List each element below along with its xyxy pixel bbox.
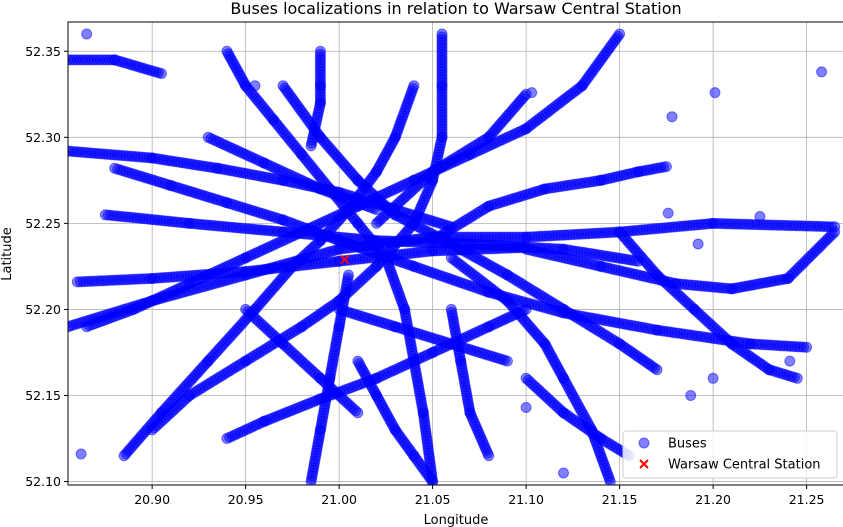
bus-point <box>501 355 513 367</box>
x-axis-ticks: 20.90 20.95 21.00 21.05 21.10 21.15 21.20 21.25 <box>134 485 825 507</box>
bus-point <box>816 66 828 78</box>
bus-point <box>314 45 326 57</box>
bus-point <box>791 372 803 384</box>
bus-point <box>81 28 93 40</box>
x-tick-label: 21.20 <box>695 492 731 507</box>
bus-point <box>651 364 663 376</box>
x-tick-label: 21.05 <box>415 492 451 507</box>
x-axis-title: Longitude <box>424 513 489 527</box>
bus-point <box>343 269 354 281</box>
y-tick-label: 52.35 <box>25 44 61 59</box>
bus-point <box>707 372 719 384</box>
bus-point <box>754 211 766 222</box>
bus-point <box>801 341 813 353</box>
bus-point <box>614 28 626 40</box>
x-tick-label: 21.25 <box>789 492 825 507</box>
station-point <box>340 254 350 265</box>
x-tick-label: 20.95 <box>228 492 264 507</box>
bus-point <box>685 390 697 401</box>
bus-point <box>75 448 87 460</box>
bus-point <box>436 28 448 40</box>
plot-frame <box>67 21 843 486</box>
bus-point <box>408 80 420 92</box>
legend: Buses Warsaw Central Station <box>622 430 838 479</box>
legend-station-marker <box>639 459 649 469</box>
bus-point <box>692 238 704 250</box>
bus-point <box>427 476 439 485</box>
x-tick-label: 20.90 <box>134 492 170 507</box>
y-tick-label: 52.15 <box>25 388 61 403</box>
bus-point <box>604 476 616 485</box>
y-axis-ticks: 52.10 52.15 52.20 52.25 52.30 52.35 <box>25 44 68 489</box>
legend-box <box>622 430 838 479</box>
bus-point <box>352 407 364 419</box>
bus-point <box>314 80 326 92</box>
x-tick-label: 21.10 <box>508 492 544 507</box>
bus-point <box>249 80 261 92</box>
bus-point <box>483 450 495 462</box>
x-tick-label: 21.00 <box>321 492 357 507</box>
bus-points <box>68 28 841 485</box>
legend-station-label: Warsaw Central Station <box>668 458 821 473</box>
bus-point <box>666 111 678 123</box>
bus-point <box>829 226 841 238</box>
y-tick-label: 52.20 <box>25 302 61 317</box>
bus-point <box>662 207 674 219</box>
bus-point <box>156 68 167 80</box>
y-tick-label: 52.25 <box>25 216 61 231</box>
y-axis-title: Latitude <box>0 227 15 281</box>
legend-buses-label: Buses <box>668 437 707 452</box>
y-tick-label: 52.30 <box>25 130 61 145</box>
bus-point <box>784 355 796 367</box>
bus-point <box>526 87 538 99</box>
chart-title: Buses localizations in relation to Warsa… <box>230 0 681 18</box>
y-tick-label: 52.10 <box>25 474 61 489</box>
bus-point <box>660 161 672 173</box>
bus-point <box>709 87 721 99</box>
legend-buses-marker <box>638 437 650 449</box>
bus-point <box>558 467 569 479</box>
x-tick-label: 21.15 <box>602 492 638 507</box>
bus-point <box>371 204 382 216</box>
station-marker <box>340 254 350 265</box>
bus-point <box>520 402 532 413</box>
